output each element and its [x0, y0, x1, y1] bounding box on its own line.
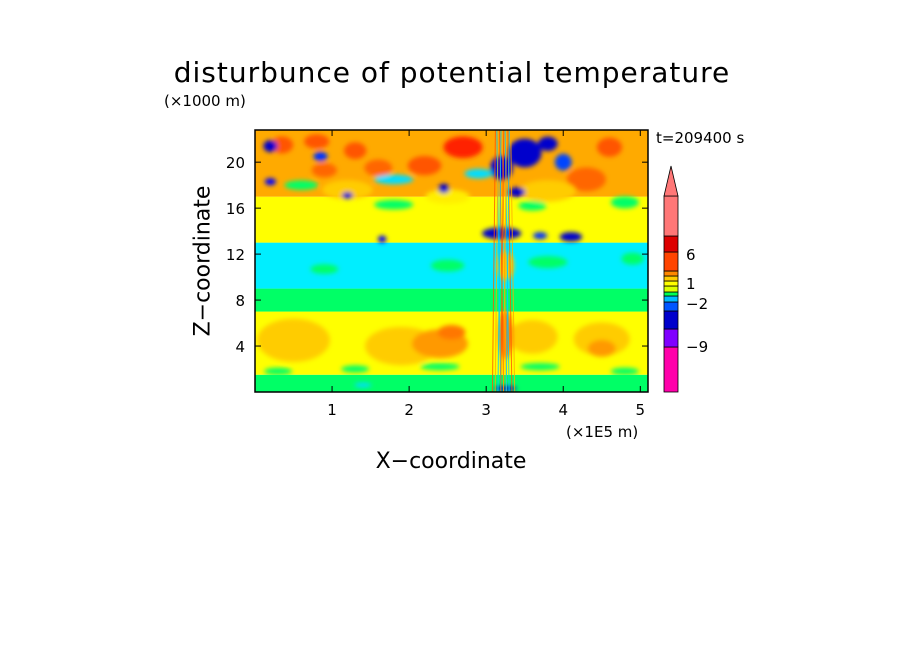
x-tick-label: 1 [327, 401, 337, 419]
contour-cell-15 [490, 155, 513, 180]
contour-cell-48 [520, 363, 560, 371]
colorbar-segment [663, 270, 679, 277]
contour-cell-42 [573, 322, 630, 356]
y-tick-label: 12 [226, 246, 245, 264]
colorbar-segment [663, 310, 679, 330]
streak-2 [494, 130, 499, 392]
colorbar-segment [663, 251, 679, 272]
colorbar-segment [663, 235, 679, 253]
contour-cell-33 [310, 264, 339, 274]
x-tick-label: 3 [481, 401, 491, 419]
contour-cell-3 [443, 136, 483, 159]
streak-4 [497, 130, 502, 392]
contour-cell-26 [610, 196, 639, 209]
contour-cell-14 [507, 138, 542, 168]
contour-cell-51 [354, 382, 372, 388]
colorbar-label: −9 [686, 338, 708, 356]
contour-cell-37 [257, 318, 330, 362]
contour-cell-32 [430, 259, 465, 272]
y-tick-label: 4 [235, 338, 245, 356]
contour-cell-40 [437, 325, 466, 340]
colorbar-segment [663, 291, 679, 297]
disturbance-streaks [491, 130, 516, 392]
contour-cell-30 [533, 232, 548, 240]
streak-10 [505, 130, 510, 392]
y-tick-label: 16 [226, 200, 245, 218]
x-tick-label: 4 [558, 401, 568, 419]
colorbar-arrow [663, 165, 679, 197]
contour-cell-12 [263, 140, 278, 153]
x-tick-label: 2 [404, 401, 414, 419]
streak-6 [500, 130, 505, 392]
contour-cell-11 [425, 189, 471, 204]
band-4 [255, 196, 648, 243]
contour-field [255, 130, 648, 392]
contour-cell-13 [313, 151, 328, 162]
x-axis-label: X−coordinate [375, 449, 527, 474]
streak-0 [491, 130, 496, 392]
chart-title: disturbunce of potential temperature [173, 56, 731, 89]
contour-cell-29 [559, 232, 583, 242]
colorbar-segment [663, 285, 679, 293]
colorbar-label: 1 [686, 275, 696, 293]
contour-cell-35 [621, 252, 644, 265]
contour-cell-47 [420, 363, 460, 371]
contour-cell-23 [464, 168, 493, 179]
contour-cell-34 [528, 256, 568, 269]
contour-cell-9 [322, 180, 373, 200]
contour-cell-41 [507, 320, 558, 354]
x-axis-unit: (×1E5 m) [566, 423, 639, 441]
colorbar-segment [663, 280, 679, 287]
contour-cell-45 [264, 367, 293, 375]
contour-cell-6 [311, 163, 337, 178]
y-axis: 4 8 12 16 20 [226, 154, 648, 356]
contour-cell-20 [508, 187, 526, 197]
colorbar-segment [663, 328, 679, 348]
contour-cell-5 [407, 156, 442, 176]
streak-11 [510, 130, 516, 392]
plot-frame [254, 129, 649, 393]
contour-cell-18 [438, 183, 450, 194]
contour-cell-31 [377, 235, 387, 243]
colorbar: 6 1 −2 −9 [663, 165, 708, 393]
contour-cell-25 [518, 201, 547, 211]
contour-cell-10 [519, 180, 576, 202]
contour-cell-4 [364, 159, 393, 177]
contour-cell-46 [341, 365, 370, 373]
colorbar-label: 6 [686, 246, 696, 264]
contour-cell-8 [566, 167, 606, 192]
y-tick-label: 8 [235, 292, 245, 310]
colorbar-segment [663, 346, 679, 393]
colorbar-segment [663, 195, 679, 237]
colorbar-segment [663, 301, 679, 312]
contour-cell-21 [264, 178, 277, 186]
contour-cell-2 [343, 142, 367, 160]
band-0 [255, 374, 648, 392]
y-tick-label: 20 [226, 154, 245, 172]
contour-cell-43 [587, 339, 616, 357]
contour-cell-24 [284, 180, 319, 190]
contour-cell-50 [494, 386, 517, 391]
y-axis-unit: (×1000 m) [164, 92, 246, 110]
colorbar-label: −2 [686, 295, 708, 313]
x-axis: 1 2 3 4 5 [327, 130, 645, 419]
contour-cell-7 [596, 137, 623, 157]
contour-cell-1 [304, 134, 330, 149]
contour-cell-16 [538, 136, 558, 151]
colorbar-segment [663, 275, 679, 282]
contour-cell-22 [374, 174, 414, 185]
contour-cell-17 [554, 153, 572, 171]
contour-cell-49 [610, 367, 639, 375]
streak-8 [503, 130, 508, 392]
contour-cell-19 [341, 191, 354, 200]
contour-cell-27 [374, 199, 414, 210]
time-label: t=209400 s [656, 129, 745, 147]
band-2 [255, 288, 648, 312]
colorbar-segment [663, 295, 679, 303]
x-tick-label: 5 [636, 401, 646, 419]
